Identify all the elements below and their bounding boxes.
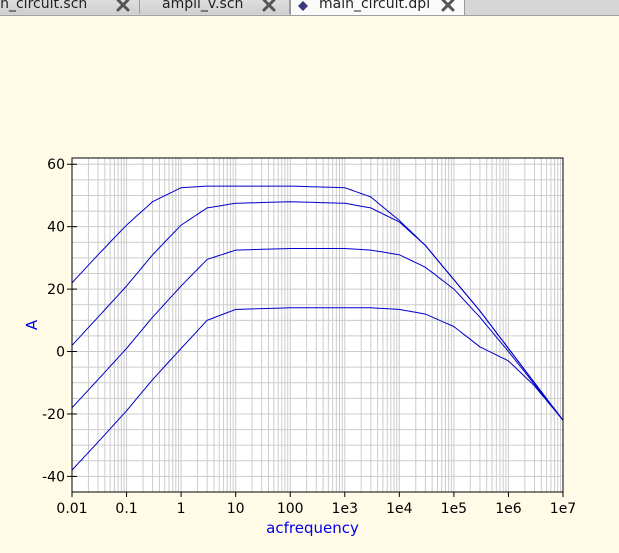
cartesian-diagram[interactable]: 0.01 0.1 1 10 100 1e3 1e4 1e5 1e6 1e7 60 40 20 0 -20 -4… xyxy=(0,16,619,553)
x-axis-label: acfrequency xyxy=(266,519,359,537)
tab-label: main_circuit.sch xyxy=(0,0,88,12)
x-tick-label: 0.01 xyxy=(56,501,87,517)
close-icon[interactable] xyxy=(262,0,276,12)
plot-area[interactable] xyxy=(72,158,563,492)
tab-label: ampli_v.sch xyxy=(162,0,244,12)
x-tick-label: 0.1 xyxy=(115,501,137,517)
tab-main-circuit-dpl[interactable]: main_circuit.dpl xyxy=(290,0,465,15)
x-tick-label: 10 xyxy=(227,501,245,517)
trace-2 xyxy=(71,201,564,421)
diagram-canvas[interactable]: 0.01 0.1 1 10 100 1e3 1e4 1e5 1e6 1e7 60 40 20 0 -20 -4… xyxy=(0,16,619,553)
tab-ampli-v-sch[interactable]: ampli_v.sch xyxy=(140,0,290,14)
x-tick-label: 1e7 xyxy=(550,501,576,517)
x-tick-label: 1e6 xyxy=(495,501,522,517)
close-icon[interactable] xyxy=(116,0,130,12)
tab-bar: main_circuit.sch ampli_v.sch main_circui… xyxy=(0,0,619,16)
y-tick-label: 0 xyxy=(56,345,65,361)
x-tick-label: 1e5 xyxy=(441,501,467,517)
y-tick-label: -20 xyxy=(42,407,65,423)
trace-3 xyxy=(71,248,564,421)
diagram-document-icon xyxy=(297,0,309,11)
y-tick-label: -40 xyxy=(42,469,65,485)
y-tick-label: 20 xyxy=(47,282,65,298)
y-tick-label: 40 xyxy=(47,220,65,236)
y-axis-label: A xyxy=(23,319,41,330)
tab-label: main_circuit.dpl xyxy=(319,0,431,12)
x-tick-label: 1e4 xyxy=(386,501,413,517)
close-icon[interactable] xyxy=(441,0,455,12)
x-tick-label: 1 xyxy=(177,501,186,517)
y-tick-label: 60 xyxy=(47,157,65,173)
trace-4 xyxy=(71,307,564,471)
x-tick-label: 1e3 xyxy=(332,501,358,517)
plot-frame xyxy=(71,157,564,493)
x-tick-label: 100 xyxy=(277,501,304,517)
tab-main-circuit-sch[interactable]: main_circuit.sch xyxy=(0,0,140,14)
